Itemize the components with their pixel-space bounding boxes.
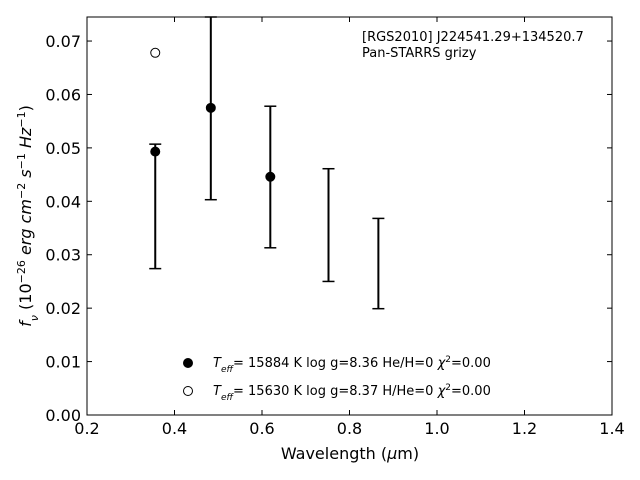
data-points xyxy=(150,47,276,182)
annotation-object-name: [RGS2010] J224541.29+134520.7 xyxy=(362,30,584,45)
data-point-filled xyxy=(265,171,276,182)
x-tick-label: 0.4 xyxy=(162,419,187,438)
x-axis: 0.2 0.4 0.6 0.8 1.0 1.2 1.4 xyxy=(74,17,625,438)
y-tick-label: 0.01 xyxy=(45,353,81,372)
x-tick-label: 1.4 xyxy=(599,419,624,438)
error-bars xyxy=(149,16,385,310)
y-tick-label: 0.02 xyxy=(45,299,81,318)
x-tick-label: 1.0 xyxy=(424,419,449,438)
legend-marker-open xyxy=(183,386,193,396)
y-tick-label: 0.03 xyxy=(45,246,81,265)
data-point-filled xyxy=(150,146,161,157)
legend-entry-2: Teff= 15630 K log g=8.37 H/He=0 χ2=0.00 xyxy=(213,383,491,403)
data-point-open xyxy=(150,47,161,58)
x-axis-title: Wavelength (μm) xyxy=(281,444,419,463)
legend-marker-filled xyxy=(183,358,193,368)
y-tick-label: 0.06 xyxy=(45,85,81,104)
x-tick-label: 0.8 xyxy=(337,419,362,438)
legend: Teff= 15884 K log g=8.36 He/H=0 χ2=0.00 … xyxy=(183,355,491,403)
annotation-survey: Pan-STARRS grizy xyxy=(362,46,477,61)
y-tick-label: 0.04 xyxy=(45,192,81,211)
y-axis-title: fν (10−26 erg cm−2 s−1 Hz−1) xyxy=(15,105,41,327)
x-tick-label: 0.6 xyxy=(249,419,274,438)
data-point-filled xyxy=(205,102,216,113)
x-tick-label: 1.2 xyxy=(512,419,537,438)
y-tick-label: 0.00 xyxy=(45,406,81,425)
y-tick-label: 0.07 xyxy=(45,32,81,51)
legend-entry-1: Teff= 15884 K log g=8.36 He/H=0 χ2=0.00 xyxy=(213,355,491,375)
y-tick-label: 0.05 xyxy=(45,139,81,158)
y-axis: 0.00 0.01 0.02 0.03 0.04 0.05 0.06 0.07 xyxy=(45,32,612,425)
x-tick-label: 0.2 xyxy=(74,419,99,438)
